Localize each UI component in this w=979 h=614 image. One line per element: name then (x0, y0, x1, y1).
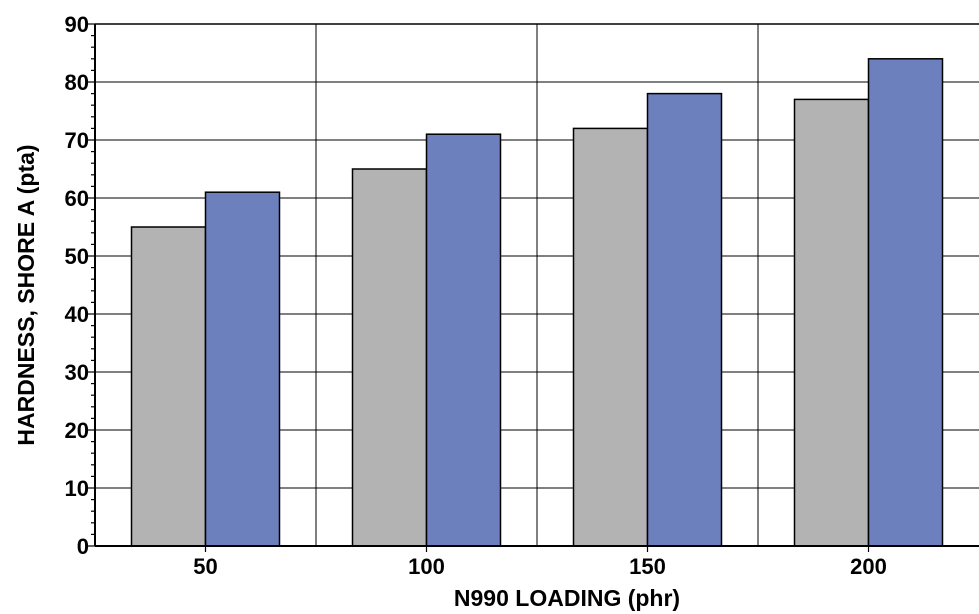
bar-series1-100 (351, 168, 428, 547)
y-tick-label-0: 0 (77, 534, 89, 559)
y-tick-label-30: 30 (65, 360, 89, 385)
axes (87, 23, 979, 552)
y-tick-label-50: 50 (65, 244, 89, 269)
x-tick-label-50: 50 (193, 554, 217, 579)
bar-series1-50 (130, 226, 207, 547)
bars (130, 58, 944, 547)
y-axis-title: HARDNESS, SHORE A (pta) (13, 144, 39, 445)
y-tick-label-60: 60 (65, 186, 89, 211)
bar-series1-200 (793, 98, 870, 547)
y-tick-label-40: 40 (65, 302, 89, 327)
bar-series2-100 (425, 133, 502, 547)
x-tick-label-100: 100 (408, 554, 445, 579)
y-tick-label-80: 80 (65, 70, 89, 95)
x-tick-labels: 50 100 150 200 (193, 554, 887, 579)
x-axis-title: N990 LOADING (phr) (454, 585, 680, 611)
x-tick-label-150: 150 (629, 554, 666, 579)
y-tick-labels: 0 10 20 30 40 50 60 70 80 90 (65, 12, 89, 559)
bar-series1-150 (572, 127, 649, 547)
bar-series2-200 (867, 58, 944, 547)
y-tick-label-90: 90 (65, 12, 89, 37)
bar-series2-150 (646, 92, 723, 547)
bar-series2-50 (204, 191, 281, 547)
x-tick-label-200: 200 (850, 554, 887, 579)
y-tick-label-20: 20 (65, 418, 89, 443)
y-tick-label-70: 70 (65, 128, 89, 153)
y-tick-label-10: 10 (65, 476, 89, 501)
